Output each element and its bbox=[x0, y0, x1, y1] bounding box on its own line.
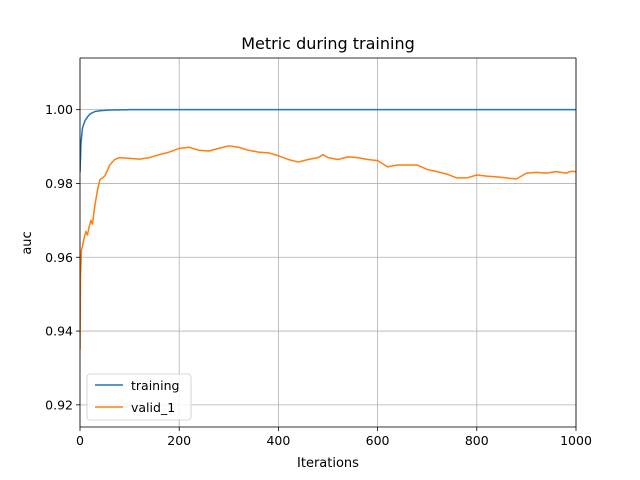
x-tick-label: 200 bbox=[167, 433, 191, 448]
x-tick-label: 1000 bbox=[560, 433, 592, 448]
y-tick-label: 0.94 bbox=[45, 324, 73, 339]
series-line-training bbox=[80, 108, 576, 173]
axis-ticks: 0 200 400 600 800 1000 0.92 0.94 0.96 0.98 1.00 bbox=[45, 102, 592, 448]
series-lines bbox=[80, 108, 576, 350]
y-tick-label: 0.98 bbox=[45, 176, 73, 191]
x-tick-label: 0 bbox=[76, 433, 84, 448]
x-tick-label: 800 bbox=[465, 433, 489, 448]
y-tick-label: 1.00 bbox=[45, 102, 73, 117]
x-axis-label: Iterations bbox=[297, 456, 359, 471]
y-tick-label: 0.96 bbox=[45, 250, 73, 265]
chart-title: Metric during training bbox=[241, 34, 415, 53]
legend-label-valid-1: valid_1 bbox=[131, 400, 175, 415]
legend-label-training: training bbox=[131, 378, 179, 393]
y-tick-label: 0.92 bbox=[45, 397, 73, 412]
plot-frame bbox=[79, 57, 577, 428]
x-tick-label: 600 bbox=[366, 433, 390, 448]
legend: training valid_1 bbox=[86, 373, 192, 421]
x-tick-label: 400 bbox=[266, 433, 290, 448]
y-axis-label: auc bbox=[20, 231, 35, 254]
series-line-valid-1 bbox=[80, 145, 576, 350]
